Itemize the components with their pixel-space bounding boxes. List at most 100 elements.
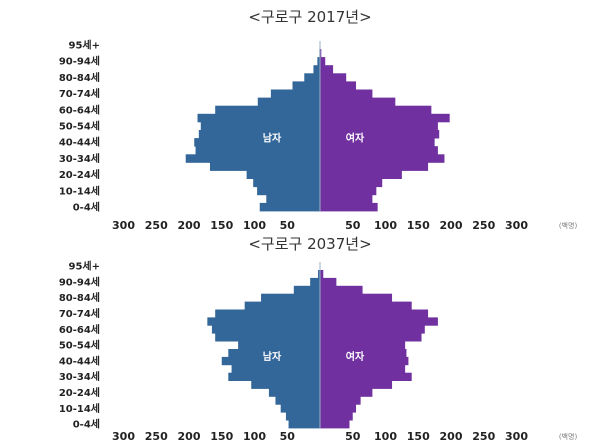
bar-female-90-94세 — [320, 277, 337, 287]
bar-female-65-69세 — [320, 97, 396, 107]
x-tick-label: 50 — [280, 219, 296, 232]
age-tick-label: 80-84세 — [59, 291, 100, 304]
x-tick-label: 300 — [112, 430, 135, 441]
bar-male-25-29세 — [251, 380, 320, 389]
bar-male-35-39세 — [195, 146, 320, 155]
bar-female-45-49세 — [320, 349, 407, 358]
x-tick-label: 300 — [112, 219, 135, 232]
bar-male-85-89세 — [313, 65, 320, 74]
bar-male-95세+ — [318, 270, 320, 279]
bar-female-0-4세 — [320, 202, 378, 212]
bar-female-50-54세 — [320, 341, 406, 350]
age-tick-label: 40-44세 — [59, 354, 100, 367]
bar-female-25-29세 — [320, 162, 429, 171]
bar-female-35-39세 — [320, 364, 406, 374]
unit-label: (백명) — [559, 221, 578, 230]
age-tick-label: 10-14세 — [59, 402, 100, 415]
bar-female-50-54세 — [320, 121, 438, 131]
age-tick-label: 90-94세 — [59, 275, 100, 288]
bar-male-50-54세 — [238, 341, 320, 350]
age-tick-label: 60-64세 — [59, 103, 100, 116]
age-tick-label: 95세+ — [69, 260, 101, 273]
age-tick-label: 30-34세 — [59, 370, 100, 383]
x-tick-label: 150 — [210, 219, 233, 232]
bar-male-90-94세 — [317, 57, 320, 66]
bar-female-75-79세 — [320, 301, 412, 310]
bar-male-0-4세 — [288, 420, 320, 429]
bar-female-55-59세 — [320, 333, 422, 342]
age-tick-label: 90-94세 — [59, 55, 100, 68]
bar-female-20-24세 — [320, 388, 373, 397]
chart-title: <구로구 2037년> — [248, 235, 371, 253]
bar-female-40-44세 — [320, 138, 435, 147]
bar-female-20-24세 — [320, 170, 402, 179]
age-tick-label: 50-54세 — [59, 339, 100, 352]
x-tick-label: 250 — [145, 219, 168, 232]
bar-female-0-4세 — [320, 420, 350, 429]
bar-male-55-59세 — [215, 333, 320, 342]
bar-female-75-79세 — [320, 81, 357, 90]
age-tick-label: 30-34세 — [59, 152, 100, 165]
bar-female-55-59세 — [320, 113, 450, 123]
series-label-female: 여자 — [346, 350, 365, 363]
bar-female-60-64세 — [320, 105, 432, 115]
x-tick-label: 200 — [178, 219, 201, 232]
x-tick-label: 300 — [505, 219, 528, 232]
unit-label: (백명) — [559, 432, 578, 441]
bar-male-75-79세 — [292, 81, 320, 90]
bar-female-5-9세 — [320, 194, 373, 204]
bar-male-15-19세 — [253, 178, 320, 188]
x-tick-label: 100 — [243, 430, 266, 441]
bar-male-45-49세 — [198, 130, 320, 139]
bar-female-80-84세 — [320, 293, 393, 302]
bar-male-60-64세 — [211, 325, 320, 334]
x-tick-label: 200 — [440, 219, 463, 232]
bar-male-25-29세 — [209, 162, 320, 171]
x-tick-label: 250 — [145, 430, 168, 441]
bar-male-30-34세 — [228, 372, 320, 381]
bar-male-70-74세 — [270, 89, 320, 98]
x-tick-label: 100 — [374, 430, 397, 441]
bar-male-30-34세 — [185, 154, 320, 163]
bar-male-60-64세 — [215, 105, 320, 115]
bar-male-40-44세 — [194, 138, 320, 147]
age-tick-label: 0-4세 — [73, 200, 100, 213]
bar-female-10-14세 — [320, 404, 357, 413]
series-label-male: 남자 — [263, 350, 282, 363]
bar-male-70-74세 — [215, 309, 320, 318]
age-tick-label: 70-74세 — [59, 307, 100, 320]
bar-male-0-4세 — [259, 202, 320, 212]
age-tick-label: 20-24세 — [59, 386, 100, 399]
bar-female-80-84세 — [320, 73, 347, 82]
bar-female-85-89세 — [320, 285, 363, 295]
bar-male-20-24세 — [268, 388, 320, 397]
x-tick-label: 250 — [472, 219, 495, 232]
age-tick-label: 80-84세 — [59, 71, 100, 84]
bar-male-40-44세 — [221, 356, 320, 366]
bar-female-30-34세 — [320, 372, 412, 381]
age-tick-label: 10-14세 — [59, 184, 100, 197]
bar-female-90-94세 — [320, 57, 326, 66]
bar-female-95세+ — [320, 49, 322, 58]
bar-female-65-69세 — [320, 317, 438, 326]
bar-male-20-24세 — [246, 170, 320, 179]
bar-female-70-74세 — [320, 89, 373, 98]
bar-male-45-49세 — [228, 349, 320, 358]
pyramid-chart-2: <구로구 2037년> 0-4세 10-14세 20-24세 30-34세 40-44세 5… — [59, 235, 578, 441]
bar-male-5-9세 — [285, 412, 320, 421]
bar-male-50-54세 — [200, 121, 320, 131]
x-tick-label: 200 — [178, 430, 201, 441]
age-tick-label: 20-24세 — [59, 168, 100, 181]
bar-female-85-89세 — [320, 65, 334, 74]
bar-female-60-64세 — [320, 325, 425, 334]
age-tick-label: 60-64세 — [59, 323, 100, 336]
age-tick-label: 95세+ — [69, 38, 101, 51]
x-tick-label: 50 — [345, 430, 361, 441]
bar-male-80-84세 — [304, 73, 320, 82]
bar-female-40-44세 — [320, 356, 409, 366]
age-tick-label: 50-54세 — [59, 119, 100, 132]
bar-male-55-59세 — [197, 113, 320, 123]
age-tick-label: 0-4세 — [73, 418, 100, 431]
x-tick-label: 150 — [210, 430, 233, 441]
